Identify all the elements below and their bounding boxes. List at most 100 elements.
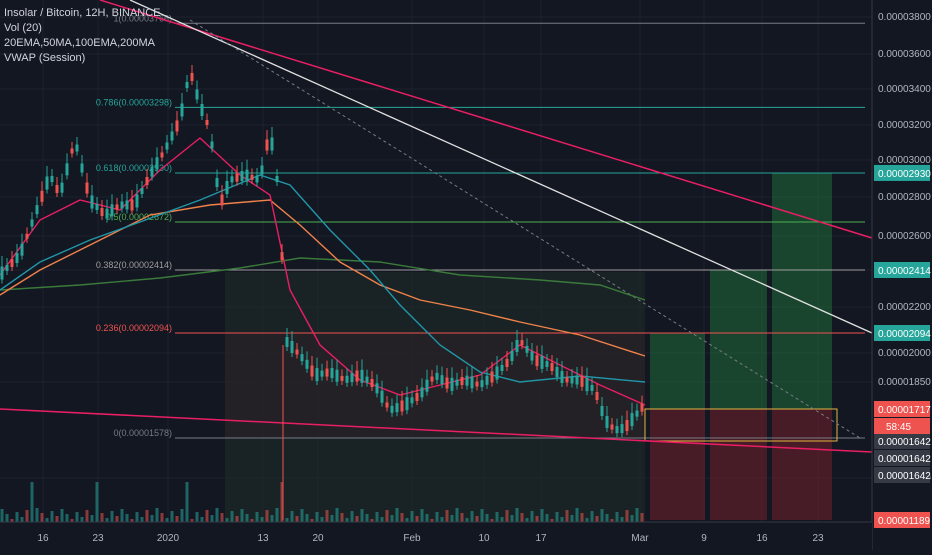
candle-body bbox=[290, 341, 294, 353]
volume-bar bbox=[465, 518, 469, 522]
price-badge bbox=[874, 467, 930, 483]
volume-bar bbox=[485, 514, 489, 522]
time-axis-tick: Mar bbox=[631, 533, 649, 544]
price-badge bbox=[874, 262, 930, 278]
candle-body bbox=[365, 376, 369, 383]
candle-body bbox=[595, 392, 599, 400]
time-axis: 16 23 2020 13 20 Feb 10 17 Mar 9 16 23 bbox=[0, 521, 872, 550]
price-candles bbox=[0, 65, 644, 520]
volume-bar bbox=[475, 516, 479, 522]
price-axis-tick: 0.00002800 bbox=[878, 192, 931, 203]
volume-bar bbox=[590, 511, 594, 522]
volume-bar bbox=[110, 511, 114, 522]
volume-bar bbox=[425, 514, 429, 522]
symbol-title[interactable]: Insolar / Bitcoin, 12H, BINANCE bbox=[4, 7, 161, 19]
candle-body bbox=[350, 373, 354, 383]
time-axis-tick: 23 bbox=[812, 533, 824, 544]
fibonacci-retracement: 1(0.00003766) 0.786(0.00003298) 0.618(0.00… bbox=[96, 13, 865, 439]
candle-body bbox=[225, 181, 229, 194]
candle-body bbox=[510, 351, 514, 361]
candle-body bbox=[485, 375, 489, 385]
price-axis-tick: 0.00002200 bbox=[878, 302, 931, 313]
candle-body bbox=[245, 169, 249, 182]
vwap-indicator-label[interactable]: VWAP (Session) bbox=[4, 52, 86, 64]
candle-body bbox=[180, 103, 184, 117]
candle-body bbox=[270, 137, 274, 151]
volume-bar bbox=[155, 508, 159, 522]
volume-bar bbox=[315, 512, 319, 522]
candle-body bbox=[65, 163, 69, 176]
volume-bar bbox=[265, 510, 269, 522]
volume-bar bbox=[305, 514, 309, 522]
volume-bar bbox=[455, 508, 459, 522]
volume-bar bbox=[5, 514, 9, 522]
volume-bar bbox=[290, 511, 294, 522]
candle-body bbox=[285, 337, 289, 347]
volume-bar bbox=[520, 513, 524, 522]
candle-body bbox=[405, 397, 409, 411]
candle-body bbox=[575, 375, 579, 385]
fib-level-label: 1(0.00003766) bbox=[113, 13, 172, 23]
stop-zone bbox=[772, 409, 832, 520]
candle-body bbox=[620, 424, 624, 434]
candle-body bbox=[85, 182, 89, 194]
price-axis-tick: 0.00003200 bbox=[878, 120, 931, 131]
volume-bar bbox=[575, 508, 579, 522]
volume-bar bbox=[60, 509, 64, 522]
volume-bar bbox=[530, 511, 534, 522]
moving-averages-label[interactable]: 20EMA,50MA,100EMA,200MA bbox=[4, 37, 156, 49]
volume-bar bbox=[610, 519, 614, 522]
volume-bar bbox=[10, 519, 14, 522]
volume-bar bbox=[595, 516, 599, 522]
price-axis-tick: 0.00003000 bbox=[878, 155, 931, 166]
time-axis-tick: 10 bbox=[478, 533, 490, 544]
target-zone bbox=[772, 172, 832, 409]
candle-body bbox=[160, 152, 164, 158]
volume-bar bbox=[95, 482, 99, 522]
volume-indicator-label[interactable]: Vol (20) bbox=[4, 22, 42, 34]
candle-body bbox=[425, 379, 429, 392]
volume-bar bbox=[385, 510, 389, 522]
candle-body bbox=[550, 363, 554, 371]
candle-body bbox=[525, 345, 529, 353]
time-axis-tick: 9 bbox=[701, 533, 707, 544]
volume-bar bbox=[625, 510, 629, 522]
white-trendline bbox=[129, 0, 873, 334]
price-axis-tick: 0.00003800 bbox=[878, 12, 931, 23]
candle-body bbox=[255, 175, 259, 183]
candle-body bbox=[560, 371, 564, 383]
candle-body bbox=[145, 177, 149, 185]
volume-bar bbox=[205, 510, 209, 522]
candle-body bbox=[600, 406, 604, 416]
candle-body bbox=[315, 368, 319, 382]
candle-body bbox=[195, 89, 199, 100]
volume-bar bbox=[140, 517, 144, 522]
volume-bar bbox=[505, 510, 509, 522]
price-axis-tick: 0.00003600 bbox=[878, 49, 931, 60]
fib-level-label: 0.382(0.00002414) bbox=[96, 260, 172, 270]
volume-bar bbox=[565, 510, 569, 522]
target-zone bbox=[650, 333, 705, 409]
volume-bar bbox=[605, 514, 609, 522]
volume-bar bbox=[190, 519, 194, 522]
candle-body bbox=[565, 377, 569, 383]
volume-bar bbox=[145, 510, 149, 522]
volume-bar bbox=[440, 517, 444, 522]
candle-body bbox=[505, 359, 509, 367]
time-axis-tick: 2020 bbox=[157, 533, 180, 544]
fib-level-label: 0.618(0.00002930) bbox=[96, 163, 172, 173]
candle-body bbox=[235, 173, 239, 182]
volume-bar bbox=[225, 518, 229, 522]
candle-body bbox=[150, 166, 154, 177]
volume-bar bbox=[180, 509, 184, 522]
candle-body bbox=[395, 403, 399, 413]
candle-body bbox=[490, 371, 494, 383]
volume-bar bbox=[620, 517, 624, 522]
ema100-line bbox=[0, 199, 646, 357]
volume-bar bbox=[500, 517, 504, 522]
candle-body bbox=[630, 413, 634, 427]
volume-bar bbox=[390, 515, 394, 522]
fib-shade-zone-lower bbox=[225, 333, 645, 438]
